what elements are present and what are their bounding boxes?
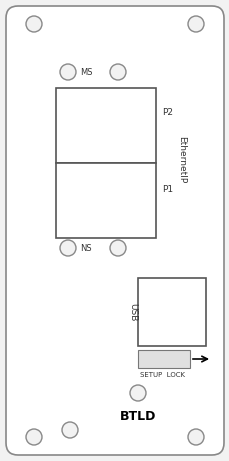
Text: USB: USB <box>128 303 137 321</box>
Text: MS: MS <box>80 67 92 77</box>
Circle shape <box>26 16 42 32</box>
Text: NS: NS <box>80 243 91 253</box>
Circle shape <box>60 240 76 256</box>
Circle shape <box>26 429 42 445</box>
Circle shape <box>187 429 203 445</box>
Circle shape <box>62 422 78 438</box>
Bar <box>56 88 155 163</box>
Circle shape <box>129 385 145 401</box>
Bar <box>137 278 205 346</box>
Circle shape <box>60 64 76 80</box>
Circle shape <box>109 240 125 256</box>
Bar <box>56 163 155 238</box>
Circle shape <box>109 64 125 80</box>
Bar <box>137 350 189 368</box>
Text: P2: P2 <box>161 108 172 117</box>
Text: EthernetIP: EthernetIP <box>177 136 186 183</box>
Circle shape <box>187 16 203 32</box>
Text: BTLD: BTLD <box>119 410 155 423</box>
FancyBboxPatch shape <box>6 6 223 455</box>
Text: SETUP  LOCK: SETUP LOCK <box>139 372 184 378</box>
Text: P1: P1 <box>161 185 172 194</box>
